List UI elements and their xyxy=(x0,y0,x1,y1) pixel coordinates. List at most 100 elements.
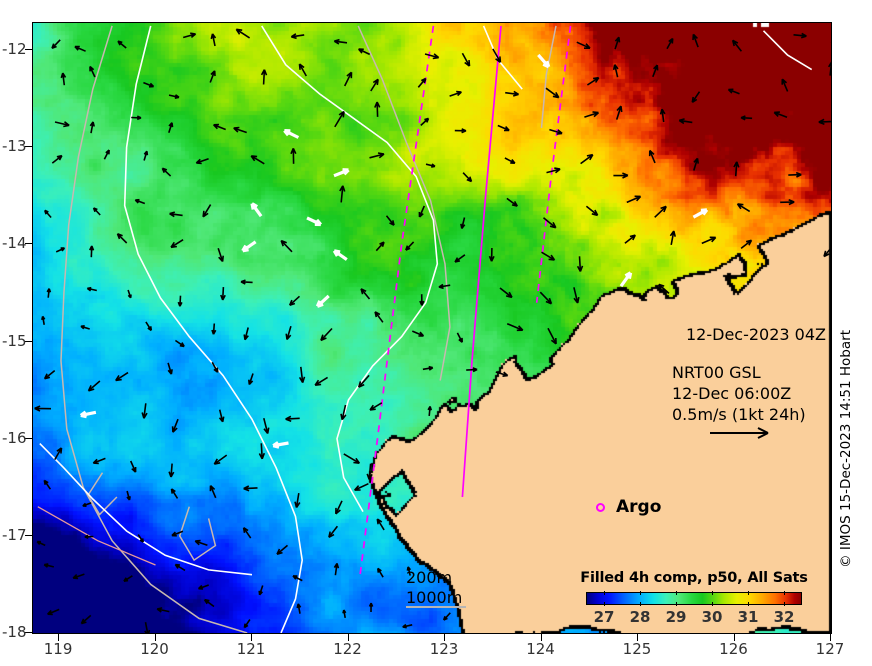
current-vector-arrow xyxy=(41,315,46,325)
current-vector-arrow xyxy=(339,185,346,203)
current-vector-arrow xyxy=(454,254,466,263)
current-vector-arrow xyxy=(145,321,153,332)
bathymetry-200m-contour xyxy=(123,25,304,633)
current-vector-arrow xyxy=(60,72,67,86)
current-vector-arrow xyxy=(357,374,370,388)
x-tick-label: 120 xyxy=(140,640,169,658)
argo-marker-icon xyxy=(596,502,605,512)
current-vector-arrow xyxy=(171,418,179,433)
current-vector-arrow xyxy=(292,575,303,582)
x-tick-mark xyxy=(733,634,735,641)
current-vector-arrow xyxy=(80,614,92,625)
current-vector-arrow xyxy=(288,295,301,306)
y-tick-mark xyxy=(25,632,32,633)
current-vector-arrow xyxy=(89,65,96,78)
current-vector-arrow xyxy=(103,149,110,160)
current-vector-arrow xyxy=(137,534,144,543)
current-vector-arrow xyxy=(182,32,197,39)
x-tick-label: 121 xyxy=(236,640,266,658)
current-vector-arrow xyxy=(170,488,179,499)
current-vector-arrow xyxy=(117,40,127,49)
current-vector-arrow xyxy=(461,52,471,67)
copyright-notice: © IMOS 15-Dec-2023 14:51 Hobart xyxy=(838,330,854,568)
current-vector-arrow xyxy=(377,567,384,578)
x-tick-label: 123 xyxy=(429,640,459,658)
current-vector-arrow xyxy=(369,152,385,159)
x-tick-label: 119 xyxy=(43,640,73,658)
vector-key-line2: 12-Dec 06:00Z xyxy=(672,384,792,403)
y-tick-mark xyxy=(25,340,32,342)
current-vector-arrow xyxy=(542,217,557,229)
current-vector-arrow xyxy=(823,246,831,258)
current-vector-arrow xyxy=(115,371,129,382)
current-vector-arrow xyxy=(366,463,373,480)
colorbar-tick-label: 29 xyxy=(665,608,687,626)
bathymetry-1000m-contour xyxy=(87,472,118,516)
bathymetry-200m-contour xyxy=(261,25,439,512)
current-vector-arrow xyxy=(258,585,264,596)
current-vector-arrow xyxy=(260,69,268,85)
current-vector-arrow xyxy=(411,330,425,337)
current-vector-arrow xyxy=(34,405,52,412)
current-vector-arrow xyxy=(177,295,183,307)
x-tick-label: 122 xyxy=(333,640,362,658)
current-vector-arrow xyxy=(89,121,95,134)
current-vector-arrow xyxy=(123,575,133,582)
current-vector-arrow xyxy=(374,311,384,323)
wind-vector-arrow xyxy=(333,168,350,178)
current-vector-arrow xyxy=(357,48,371,56)
current-vector-arrow xyxy=(375,241,385,252)
current-vector-arrow xyxy=(438,283,451,290)
current-vector-arrow xyxy=(417,77,427,88)
current-vector-arrow xyxy=(624,234,637,244)
current-vector-arrow xyxy=(654,205,667,218)
current-vector-arrow xyxy=(43,563,54,568)
current-vector-arrow xyxy=(614,36,621,50)
current-vector-arrow xyxy=(171,530,184,537)
current-vector-arrow xyxy=(47,608,60,616)
current-vector-arrow xyxy=(51,39,61,50)
current-vector-arrow xyxy=(585,205,599,217)
current-vector-arrow xyxy=(506,322,524,332)
current-vector-arrow xyxy=(626,195,642,204)
colorbar-tick xyxy=(784,602,785,606)
current-vector-arrow xyxy=(460,217,466,229)
current-vector-arrow xyxy=(449,90,462,97)
current-vector-arrow xyxy=(818,118,831,126)
current-vector-arrow xyxy=(781,78,789,92)
current-vector-arrow xyxy=(296,603,302,614)
vector-key-line3: 0.5m/s (1kt 24h) xyxy=(672,405,806,424)
current-vector-arrow xyxy=(243,619,251,629)
current-vector-arrow xyxy=(678,118,693,125)
y-tick-label: -18 xyxy=(2,623,27,641)
current-vector-arrow xyxy=(736,203,751,213)
current-vector-arrow xyxy=(342,609,347,619)
y-tick-label: -15 xyxy=(2,331,27,350)
colorbar-tick-labels: 27 28 29 30 31 32 xyxy=(578,608,810,628)
current-vector-arrow xyxy=(169,211,183,218)
wind-vector-arrow xyxy=(79,410,97,419)
current-vector-arrow xyxy=(343,71,353,87)
colorbar-tick xyxy=(712,591,713,595)
colorbar-tick xyxy=(748,591,749,595)
y-tick-label: -17 xyxy=(2,525,27,544)
map-plot-area[interactable] xyxy=(32,22,832,634)
x-tick-mark xyxy=(830,634,831,641)
current-vector-arrow xyxy=(576,256,584,272)
bathymetry-200m-contour xyxy=(39,443,253,576)
current-vector-arrow xyxy=(385,215,395,226)
current-vector-arrow xyxy=(374,101,381,117)
wind-vector-arrow xyxy=(619,271,633,288)
x-tick-mark xyxy=(58,634,60,641)
current-vector-arrow xyxy=(576,41,591,49)
current-vector-arrow xyxy=(285,415,300,422)
satellite-swath-line xyxy=(535,25,572,303)
current-vector-arrow xyxy=(320,327,333,342)
current-vector-arrow xyxy=(141,403,148,419)
satellite-swath-line xyxy=(359,25,435,575)
current-vector-arrow xyxy=(202,204,212,218)
current-vector-arrow xyxy=(174,339,185,348)
current-vector-arrow xyxy=(72,573,85,580)
current-vector-arrow xyxy=(420,117,430,126)
sst-raster-layer xyxy=(33,23,831,633)
